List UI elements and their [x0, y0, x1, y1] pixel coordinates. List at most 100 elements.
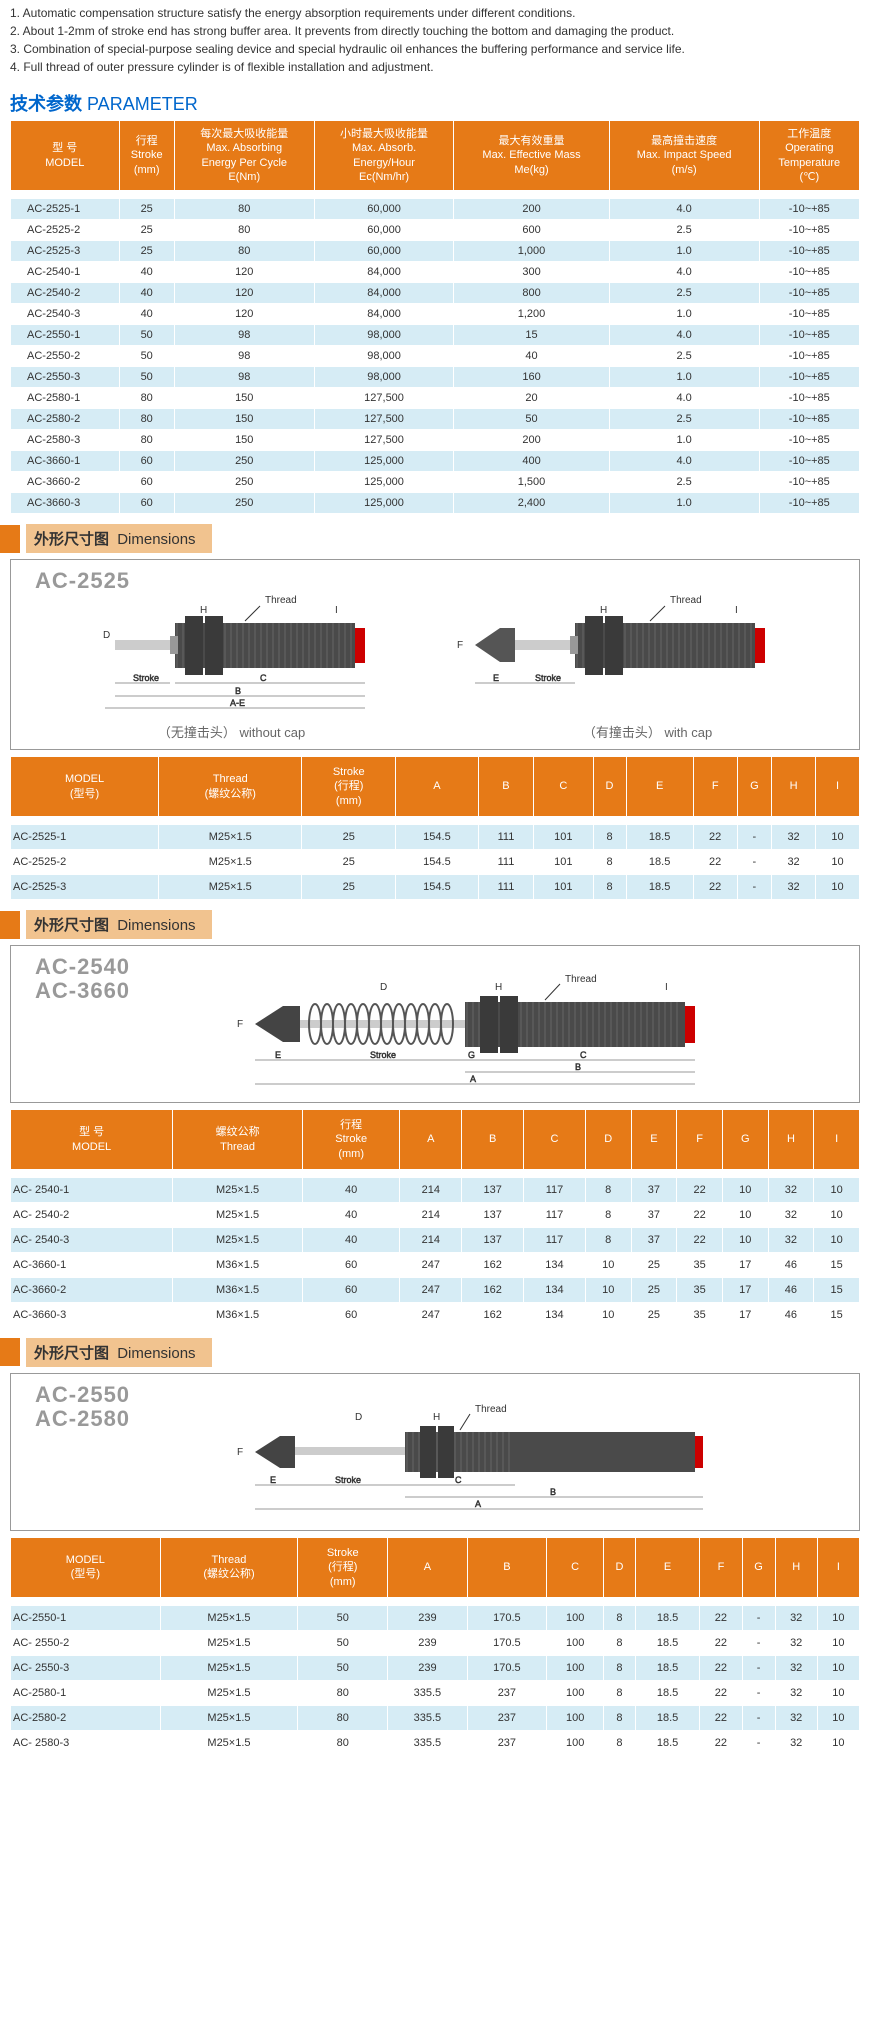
table-cell: 15 — [454, 325, 609, 346]
table-row: AC- 2540-3M25×1.54021413711783722103210 — [11, 1227, 860, 1252]
table-cell: AC-2525-2 — [11, 220, 120, 241]
column-header: A — [388, 1537, 467, 1597]
notes-block: 1. Automatic compensation structure sati… — [0, 0, 870, 84]
table-cell: -10~+85 — [759, 262, 859, 283]
svg-text:I: I — [735, 605, 738, 616]
table-cell: 10 — [814, 1227, 860, 1252]
table-cell: 125,000 — [314, 493, 454, 514]
table-cell: 18.5 — [635, 1730, 700, 1755]
table-cell: 15 — [814, 1277, 860, 1302]
table-cell: 50 — [119, 346, 174, 367]
column-header: B — [478, 757, 533, 817]
table-cell: AC- 2540-3 — [11, 1227, 173, 1252]
table-cell: 32 — [775, 1730, 817, 1755]
table-cell: 239 — [388, 1655, 467, 1680]
table-cell: AC-2550-2 — [11, 346, 120, 367]
table-cell: 18.5 — [626, 825, 693, 850]
table-cell: 22 — [700, 1630, 742, 1655]
table-cell: 25 — [631, 1277, 677, 1302]
table-cell: 8 — [604, 1680, 636, 1705]
table-row: AC-2525-3M25×1.525154.5111101818.522-321… — [11, 875, 860, 900]
table-row: AC-3660-260250125,0001,5002.5-10~+85 — [11, 472, 860, 493]
column-header: E — [626, 757, 693, 817]
table-cell: 111 — [478, 850, 533, 875]
table-cell: 32 — [775, 1655, 817, 1680]
table-row: AC- 2550-3M25×1.550239170.5100818.522-32… — [11, 1655, 860, 1680]
table-cell: 4.0 — [609, 325, 759, 346]
table-cell: 2.5 — [609, 346, 759, 367]
table-cell: M25×1.5 — [173, 1227, 303, 1252]
column-header: E — [631, 1110, 677, 1170]
column-header: G — [737, 757, 772, 817]
table-cell: AC- 2550-2 — [11, 1630, 161, 1655]
svg-text:B: B — [575, 1062, 581, 1072]
column-header: C — [534, 757, 593, 817]
table-cell: 60 — [119, 493, 174, 514]
table-cell: 100 — [547, 1680, 604, 1705]
table-cell: AC-3660-3 — [11, 493, 120, 514]
diagram-model-label: AC-2525 — [35, 568, 130, 594]
table-cell: 10 — [816, 850, 860, 875]
parameter-title: 技术参数 PARAMETER — [0, 84, 870, 120]
table-cell: 150 — [174, 409, 314, 430]
diagram-svg-2550: Thread H D F C Stroke E B A — [135, 1382, 735, 1522]
table-cell: 120 — [174, 283, 314, 304]
table-cell: 335.5 — [388, 1705, 467, 1730]
table-row: AC-3660-2M36×1.560247162134102535174615 — [11, 1277, 860, 1302]
table-cell: M25×1.5 — [160, 1680, 298, 1705]
table-cell: 46 — [768, 1252, 814, 1277]
table-cell: AC-2580-1 — [11, 388, 120, 409]
svg-text:F: F — [237, 1447, 243, 1458]
table-cell: M25×1.5 — [173, 1177, 303, 1202]
column-header: F — [693, 757, 737, 817]
column-header: H — [775, 1537, 817, 1597]
column-header: 每次最大吸收能量Max. AbsorbingEnergy Per CycleE(… — [174, 121, 314, 191]
table-cell: 335.5 — [388, 1680, 467, 1705]
diagram-2540-3660: AC-2540 AC-3660 Thread H I D F G C Strok… — [10, 945, 860, 1103]
table-row: AC-2540-34012084,0001,2001.0-10~+85 — [11, 304, 860, 325]
table-cell: M36×1.5 — [173, 1252, 303, 1277]
table-cell: AC- 2550-3 — [11, 1655, 161, 1680]
table-cell: 15 — [814, 1252, 860, 1277]
table-cell: 170.5 — [467, 1605, 546, 1630]
table-cell: 137 — [462, 1177, 524, 1202]
svg-text:B: B — [550, 1487, 556, 1497]
table-cell: 10 — [817, 1680, 859, 1705]
table-cell: -10~+85 — [759, 283, 859, 304]
column-header: H — [772, 757, 816, 817]
diagram-model-label: AC-2550 — [35, 1382, 130, 1408]
table-cell: 46 — [768, 1277, 814, 1302]
table-cell: - — [737, 850, 772, 875]
table-cell: -10~+85 — [759, 346, 859, 367]
table-cell: 8 — [585, 1177, 631, 1202]
table-cell: 600 — [454, 220, 609, 241]
table-cell: 50 — [454, 409, 609, 430]
svg-text:Thread: Thread — [475, 1404, 507, 1415]
table-cell: AC-2580-2 — [11, 1705, 161, 1730]
table-row: AC-2580-180150127,500204.0-10~+85 — [11, 388, 860, 409]
table-cell: - — [742, 1705, 775, 1730]
table-cell: 10 — [817, 1705, 859, 1730]
table-row: AC-3660-1M36×1.560247162134102535174615 — [11, 1252, 860, 1277]
table-cell: AC-3660-1 — [11, 451, 120, 472]
table-cell: 127,500 — [314, 430, 454, 451]
table-row: AC-3660-160250125,0004004.0-10~+85 — [11, 451, 860, 472]
table-cell: 80 — [298, 1730, 388, 1755]
table-cell: AC-2525-1 — [11, 199, 120, 220]
table-cell: 170.5 — [467, 1655, 546, 1680]
table-cell: 60,000 — [314, 241, 454, 262]
parameter-table: 型 号MODEL行程Stroke(mm)每次最大吸收能量Max. Absorbi… — [10, 120, 860, 514]
column-header: G — [742, 1537, 775, 1597]
table-cell: 134 — [524, 1277, 586, 1302]
table-cell: 25 — [119, 199, 174, 220]
table-cell: 25 — [302, 850, 396, 875]
svg-text:Thread: Thread — [565, 974, 597, 985]
table-cell: 50 — [298, 1605, 388, 1630]
table-cell: 4.0 — [609, 451, 759, 472]
table-cell: 10 — [814, 1202, 860, 1227]
table-row: AC-2540-14012084,0003004.0-10~+85 — [11, 262, 860, 283]
table-row: AC- 2550-2M25×1.550239170.5100818.522-32… — [11, 1630, 860, 1655]
table-cell: 8 — [593, 875, 626, 900]
table-row: AC- 2540-2M25×1.54021413711783722103210 — [11, 1202, 860, 1227]
table-cell: 40 — [119, 304, 174, 325]
